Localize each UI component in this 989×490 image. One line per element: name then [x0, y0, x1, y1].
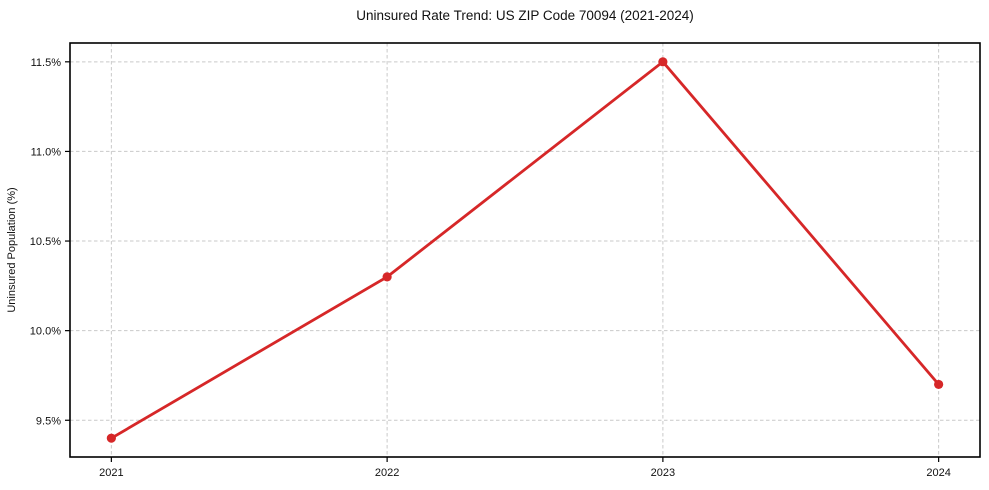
y-axis-label: Uninsured Population (%) — [6, 187, 18, 312]
grid-layer — [70, 43, 980, 457]
y-tick-label: 10.5% — [30, 236, 61, 248]
x-tick-label: 2023 — [651, 467, 675, 479]
axis-ticks: 9.5% 10.0% 10.5% 11.0% 11.5% 2021 2022 2023 2024 — [30, 57, 951, 479]
x-tick-label: 2024 — [926, 467, 950, 479]
data-point-marker — [106, 433, 116, 443]
data-point-marker — [658, 57, 668, 67]
x-tick-label: 2021 — [99, 467, 123, 479]
y-tick-label: 11.5% — [31, 57, 62, 69]
data-point-marker — [382, 272, 392, 282]
trend-line-series — [106, 57, 944, 443]
trend-line — [109, 60, 941, 440]
chart-title: Uninsured Rate Trend: US ZIP Code 70094 … — [356, 8, 693, 23]
plot-border — [69, 42, 981, 458]
y-tick-label: 11.0% — [31, 146, 62, 158]
data-point-marker — [934, 379, 944, 390]
y-tick-label: 10.0% — [30, 326, 61, 338]
x-tick-label: 2022 — [375, 467, 399, 479]
y-tick-label: 9.5% — [36, 415, 61, 427]
